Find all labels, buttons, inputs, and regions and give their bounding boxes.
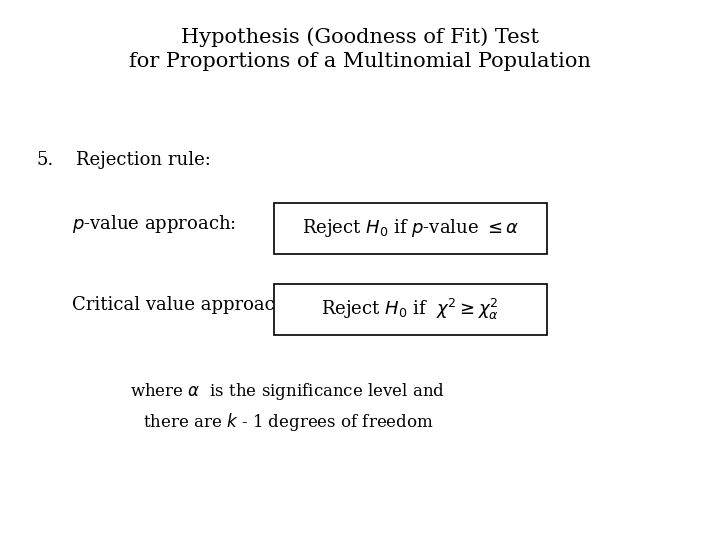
Text: Critical value approach:: Critical value approach: [72, 296, 292, 314]
Text: $p$-value approach:: $p$-value approach: [72, 213, 236, 235]
Text: 5.: 5. [36, 151, 53, 169]
Text: Reject $H_0$ if  $\chi^2 \geq \chi^2_{\alpha}$: Reject $H_0$ if $\chi^2 \geq \chi^2_{\al… [321, 296, 500, 322]
Text: Hypothesis (Goodness of Fit) Test
for Proportions of a Multinomial Population: Hypothesis (Goodness of Fit) Test for Pr… [129, 27, 591, 71]
FancyBboxPatch shape [274, 284, 547, 335]
Text: where $\alpha$  is the significance level and
there are $k$ - 1 degrees of freed: where $\alpha$ is the significance level… [130, 381, 446, 433]
Text: Rejection rule:: Rejection rule: [76, 151, 210, 169]
FancyBboxPatch shape [274, 202, 547, 254]
Text: Reject $H_0$ if $p$-value $\leq \alpha$: Reject $H_0$ if $p$-value $\leq \alpha$ [302, 217, 519, 239]
